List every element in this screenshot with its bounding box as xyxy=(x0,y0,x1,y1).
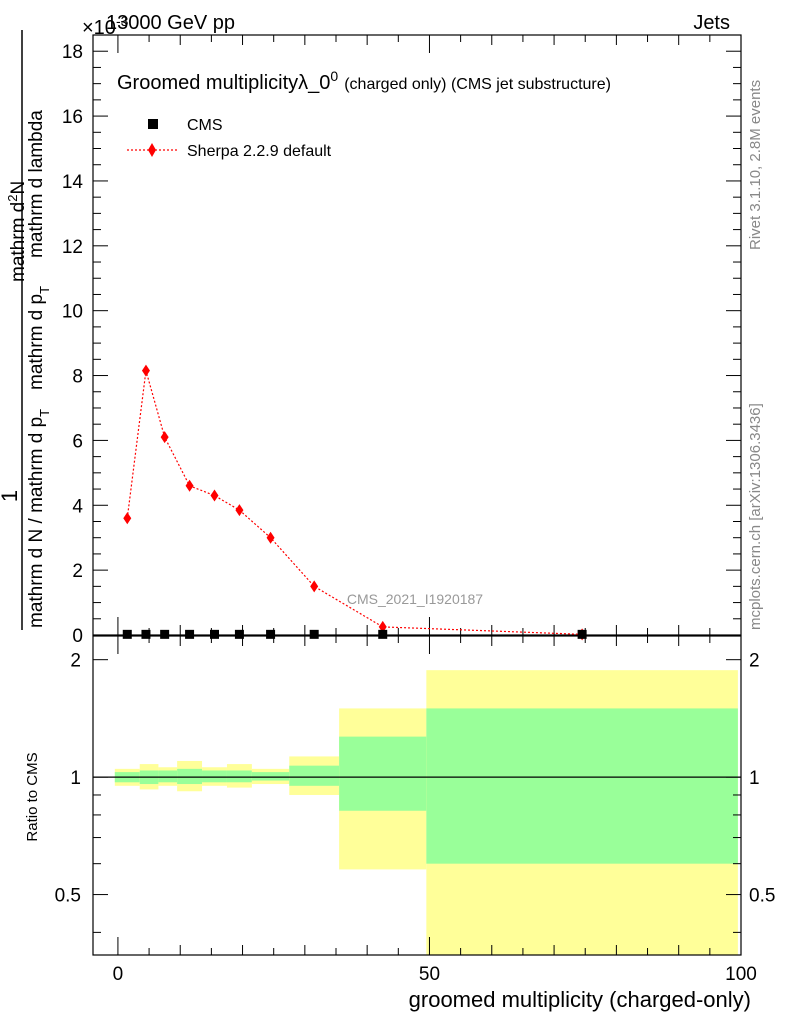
ratio-y-axis-label: Ratio to CMS xyxy=(24,752,41,841)
ratio-x-tick-label: 50 xyxy=(419,964,440,985)
ratio-band-inner-7 xyxy=(289,765,340,786)
ratio-band-inner-8 xyxy=(339,736,427,811)
cms-point xyxy=(185,629,195,639)
cms-point xyxy=(309,629,319,639)
cms-point xyxy=(266,629,276,639)
header-category-label: Jets xyxy=(693,12,730,34)
y-label-numerator-lambda: mathrm d lambda xyxy=(26,110,47,258)
sherpa-point xyxy=(266,531,275,544)
main-y-tick-label: 12 xyxy=(62,237,83,258)
main-y-tick-label: 10 xyxy=(62,302,83,323)
rivet-version-label: Rivet 3.1.10, 2.8M events xyxy=(747,80,764,250)
legend-cms-marker xyxy=(148,119,158,129)
ratio-y-tick-label: 1 xyxy=(70,768,81,789)
sherpa-point xyxy=(235,504,244,517)
y-label-one: 1 xyxy=(0,490,22,502)
main-plot: 0 2 4 6 8 10 12 14 16 18 xyxy=(62,34,742,647)
cms-point xyxy=(122,629,132,639)
sherpa-point xyxy=(185,479,194,492)
legend: CMS Sherpa 2.2.9 default xyxy=(127,117,332,160)
sherpa-point xyxy=(210,489,219,502)
ratio-y-tick-label-right: 2 xyxy=(749,651,760,672)
plot-title: Groomed multiplicityλ_00 (charged only) (… xyxy=(117,68,611,94)
sherpa-point xyxy=(310,580,319,593)
main-y-tick-label: 6 xyxy=(72,431,83,452)
main-y-axis-label: 1 mathrm d N / mathrm d pT mathrm d lamb… xyxy=(0,30,52,630)
cms-point xyxy=(234,629,244,639)
main-y-tick-label: 18 xyxy=(62,42,83,63)
cms-point xyxy=(210,629,219,639)
main-y-tick-label: 0 xyxy=(72,626,83,647)
y-label-denominator: mathrm d N / mathrm d pT xyxy=(26,409,52,628)
ratio-plot-frame xyxy=(92,635,742,956)
sherpa-series-line xyxy=(126,370,583,635)
header-energy-label: 13000 GeV pp xyxy=(106,12,235,34)
ratio-y-tick-label: 2 xyxy=(70,651,81,672)
legend-sherpa-label: Sherpa 2.2.9 default xyxy=(187,143,332,160)
main-y-tick-label: 8 xyxy=(72,367,83,388)
mcplots-label: mcplots.cern.ch [arXiv:1306.3436] xyxy=(747,403,764,630)
ratio-band-inner-3 xyxy=(177,768,203,785)
main-y-tick-label: 14 xyxy=(62,172,84,193)
sherpa-point xyxy=(141,364,150,377)
main-y-tick-label: 4 xyxy=(72,496,83,517)
x-axis-label: groomed multiplicity (charged-only) xyxy=(409,987,751,1012)
ratio-plot: 0 50 100 0.5 0.5 1 1 2 2 xyxy=(55,635,775,985)
ratio-band-inner-4 xyxy=(202,770,227,783)
ratio-band-inner-6 xyxy=(251,772,290,781)
cms-point xyxy=(378,629,388,639)
ratio-x-tick-label: 100 xyxy=(725,964,757,985)
main-plot-frame xyxy=(92,34,742,636)
ratio-y-tick-label-right: 0.5 xyxy=(749,886,775,907)
cms-point xyxy=(160,629,170,639)
analysis-watermark: CMS_2021_I1920187 xyxy=(347,591,483,607)
y-label-numerator-pt: mathrm d pT xyxy=(26,286,52,390)
cms-point xyxy=(141,629,151,639)
cms-point xyxy=(577,629,587,639)
main-y-tick-label: 2 xyxy=(72,561,83,582)
sherpa-point xyxy=(123,512,132,525)
ratio-x-tick-label: 0 xyxy=(113,964,124,985)
legend-sherpa-marker xyxy=(148,143,156,157)
legend-cms-label: CMS xyxy=(187,117,223,134)
ratio-y-tick-label: 0.5 xyxy=(55,886,81,907)
ratio-band-inner-5 xyxy=(226,770,252,783)
ratio-band-inner-9 xyxy=(426,708,738,864)
y-label-numerator-d: mathrm d2N xyxy=(5,181,29,282)
ratio-y-tick-label-right: 1 xyxy=(749,768,760,789)
y-axis-exponent: ×10-3 xyxy=(82,13,129,39)
main-y-tick-label: 16 xyxy=(62,107,83,128)
ratio-band-inner-2 xyxy=(158,770,178,783)
sherpa-point xyxy=(160,431,169,444)
